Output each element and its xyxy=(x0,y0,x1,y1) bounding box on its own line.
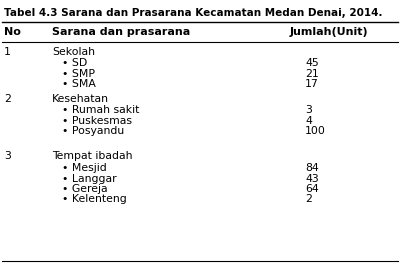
Text: 43: 43 xyxy=(305,174,319,184)
Text: Kesehatan: Kesehatan xyxy=(52,94,109,104)
Text: Sarana dan prasarana: Sarana dan prasarana xyxy=(52,27,190,37)
Text: 4: 4 xyxy=(305,116,312,126)
Text: 45: 45 xyxy=(305,58,319,68)
Text: No: No xyxy=(4,27,21,37)
Text: 1: 1 xyxy=(4,47,11,57)
Text: 64: 64 xyxy=(305,184,319,194)
Text: • Rumah sakit: • Rumah sakit xyxy=(62,105,139,115)
Text: 84: 84 xyxy=(305,163,319,173)
Text: Sekolah: Sekolah xyxy=(52,47,95,57)
Text: 21: 21 xyxy=(305,69,319,79)
Text: • SMA: • SMA xyxy=(62,79,96,89)
Text: 2: 2 xyxy=(305,194,312,204)
Text: Tempat ibadah: Tempat ibadah xyxy=(52,151,132,161)
Text: • Posyandu: • Posyandu xyxy=(62,126,124,136)
Text: • Puskesmas: • Puskesmas xyxy=(62,116,132,126)
Text: 17: 17 xyxy=(305,79,319,89)
Text: • Kelenteng: • Kelenteng xyxy=(62,194,127,204)
Text: 2: 2 xyxy=(4,94,11,104)
Text: Tabel 4.3 Sarana dan Prasarana Kecamatan Medan Denai, 2014.: Tabel 4.3 Sarana dan Prasarana Kecamatan… xyxy=(4,8,382,18)
Text: • Mesjid: • Mesjid xyxy=(62,163,107,173)
Text: 3: 3 xyxy=(4,151,11,161)
Text: 3: 3 xyxy=(305,105,312,115)
Text: 100: 100 xyxy=(305,126,326,136)
Text: • SD: • SD xyxy=(62,58,87,68)
Text: Jumlah(Unit): Jumlah(Unit) xyxy=(290,27,369,37)
Text: • Langgar: • Langgar xyxy=(62,174,117,184)
Text: • Gereja: • Gereja xyxy=(62,184,108,194)
Text: • SMP: • SMP xyxy=(62,69,95,79)
